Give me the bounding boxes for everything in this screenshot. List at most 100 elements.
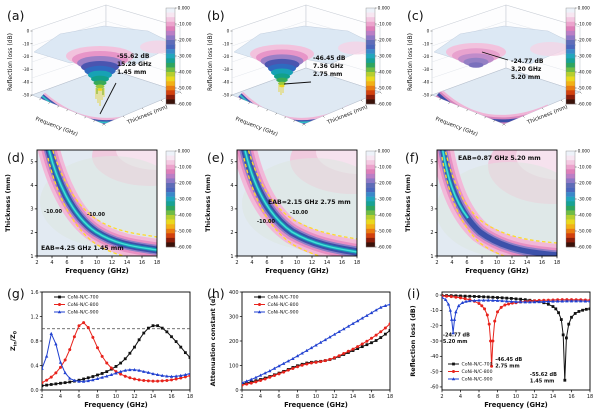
marker-square bbox=[137, 338, 141, 342]
colorbar-band bbox=[166, 183, 175, 188]
colorbar-band bbox=[166, 192, 175, 197]
annotation-label: 5.20 mm bbox=[443, 339, 468, 345]
marker-triangle bbox=[464, 299, 468, 303]
x-tick-label: 2 bbox=[240, 394, 243, 400]
surface-funnel bbox=[446, 43, 506, 68]
z-axis-label: Reflection loss (dB) bbox=[207, 33, 214, 91]
colorbar-band bbox=[166, 210, 175, 216]
marker-circle bbox=[282, 370, 286, 374]
y-tick-label: 5 bbox=[30, 160, 33, 166]
marker-triangle bbox=[118, 369, 123, 373]
marker-triangle bbox=[137, 368, 141, 372]
plot-frame bbox=[41, 291, 191, 391]
freq-tick bbox=[248, 102, 251, 104]
marker-triangle bbox=[351, 321, 355, 325]
colorbar-band bbox=[166, 178, 175, 184]
marker-circle bbox=[183, 375, 187, 379]
colorbar-tick-label: -40.00 bbox=[178, 70, 192, 76]
marker-triangle bbox=[442, 295, 444, 299]
y-tick-label: -10 bbox=[430, 308, 438, 314]
z-tick-label: -30 bbox=[222, 67, 229, 72]
thickness-tick bbox=[541, 107, 544, 110]
colorbar-band bbox=[166, 62, 175, 68]
marker-triangle bbox=[542, 299, 546, 303]
colorbar-band bbox=[366, 205, 375, 211]
colorbar-tick-label: 0.000 bbox=[178, 6, 191, 12]
colorbar-band bbox=[566, 201, 575, 207]
colorbar-band bbox=[166, 160, 175, 165]
marker-triangle bbox=[128, 367, 132, 372]
x-axis-label: Frequence (GHz) bbox=[284, 401, 348, 409]
marker-square bbox=[100, 372, 104, 375]
y-tick-label: 0 bbox=[235, 388, 238, 394]
colorbar-tick-label: -60.00 bbox=[178, 102, 192, 108]
z-tick-label: -20 bbox=[22, 54, 29, 59]
panel-b: (b) bbox=[200, 0, 400, 140]
colorbar-band bbox=[566, 76, 575, 82]
funnel-spikes bbox=[95, 88, 105, 106]
marker-circle bbox=[485, 313, 489, 317]
colorbar-band bbox=[166, 58, 175, 64]
y-axis-label: Thickness (mm) bbox=[4, 174, 12, 232]
surface-plot-a: (a) bbox=[7, 4, 192, 138]
marker-triangle bbox=[454, 310, 458, 314]
axes-3d-box bbox=[231, 4, 381, 125]
thickness-tick bbox=[522, 115, 525, 118]
marker-triangle bbox=[555, 299, 560, 303]
colorbar-band bbox=[566, 192, 575, 197]
marker-circle bbox=[151, 379, 155, 383]
x-tick-label: 2 bbox=[435, 260, 438, 266]
marker-circle bbox=[319, 360, 323, 364]
x-axis-label: Frequency (GHz) bbox=[234, 116, 278, 138]
marker-square bbox=[174, 340, 178, 344]
marker-circle bbox=[454, 295, 458, 299]
panel-e: (e) -10.00 -10.00 EAB=2.15 bbox=[200, 140, 400, 280]
marker-triangle bbox=[495, 298, 500, 302]
marker-square bbox=[58, 295, 61, 299]
x-tick-label: 8 bbox=[480, 260, 483, 266]
colorbar-band bbox=[166, 26, 175, 32]
x-tick-label: 6 bbox=[477, 394, 480, 400]
colorbar-band bbox=[166, 196, 175, 202]
colorbar-band bbox=[366, 99, 375, 105]
eab-label: EAB=2.15 GHz 2.75 mm bbox=[268, 199, 351, 206]
marker-square bbox=[523, 298, 527, 302]
freq-tick bbox=[475, 112, 478, 115]
colorbar-tick-label: -20.00 bbox=[378, 38, 392, 44]
x-tick-label: 16 bbox=[368, 394, 374, 400]
annotation-label: 2.75 mm bbox=[495, 363, 520, 369]
marker-triangle bbox=[81, 379, 86, 383]
marker-triangle bbox=[574, 299, 578, 303]
annotation-label: -46.45 dB bbox=[495, 357, 522, 363]
marker-circle bbox=[463, 297, 467, 301]
colorbar-band bbox=[166, 173, 175, 179]
colorbar-band bbox=[166, 76, 175, 82]
marker-circle bbox=[45, 378, 49, 382]
panel-label: (c) bbox=[407, 8, 424, 23]
freq-tick bbox=[266, 109, 269, 112]
colorbar-tick-label: -50.00 bbox=[178, 86, 192, 92]
x-tick-label: 14 bbox=[150, 394, 156, 400]
annotation-label: 1.45 mm bbox=[530, 379, 555, 385]
marker-triangle bbox=[300, 351, 304, 355]
x-tick-label: 6 bbox=[77, 394, 80, 400]
y-tick-label: 3 bbox=[230, 207, 233, 213]
colorbar-band bbox=[566, 187, 575, 193]
marker-circle bbox=[483, 307, 487, 311]
thickness-tick bbox=[360, 99, 363, 102]
marker-square bbox=[179, 345, 183, 349]
freq-tick bbox=[502, 123, 505, 126]
freq-tick bbox=[39, 98, 42, 101]
x-tick-label: 12 bbox=[509, 260, 515, 266]
thickness-tick bbox=[103, 123, 106, 126]
x-tick-label: 18 bbox=[354, 260, 360, 266]
colorbar-band bbox=[166, 94, 175, 100]
marker-triangle bbox=[332, 332, 337, 336]
marker-square bbox=[54, 382, 58, 386]
marker-triangle bbox=[291, 356, 295, 360]
marker-circle bbox=[49, 375, 53, 379]
marker-triangle bbox=[388, 302, 390, 306]
colorbar-tick-label: 0.000 bbox=[178, 149, 191, 155]
colorbar-tick-label: -50.00 bbox=[578, 229, 592, 235]
marker-square bbox=[188, 356, 190, 359]
